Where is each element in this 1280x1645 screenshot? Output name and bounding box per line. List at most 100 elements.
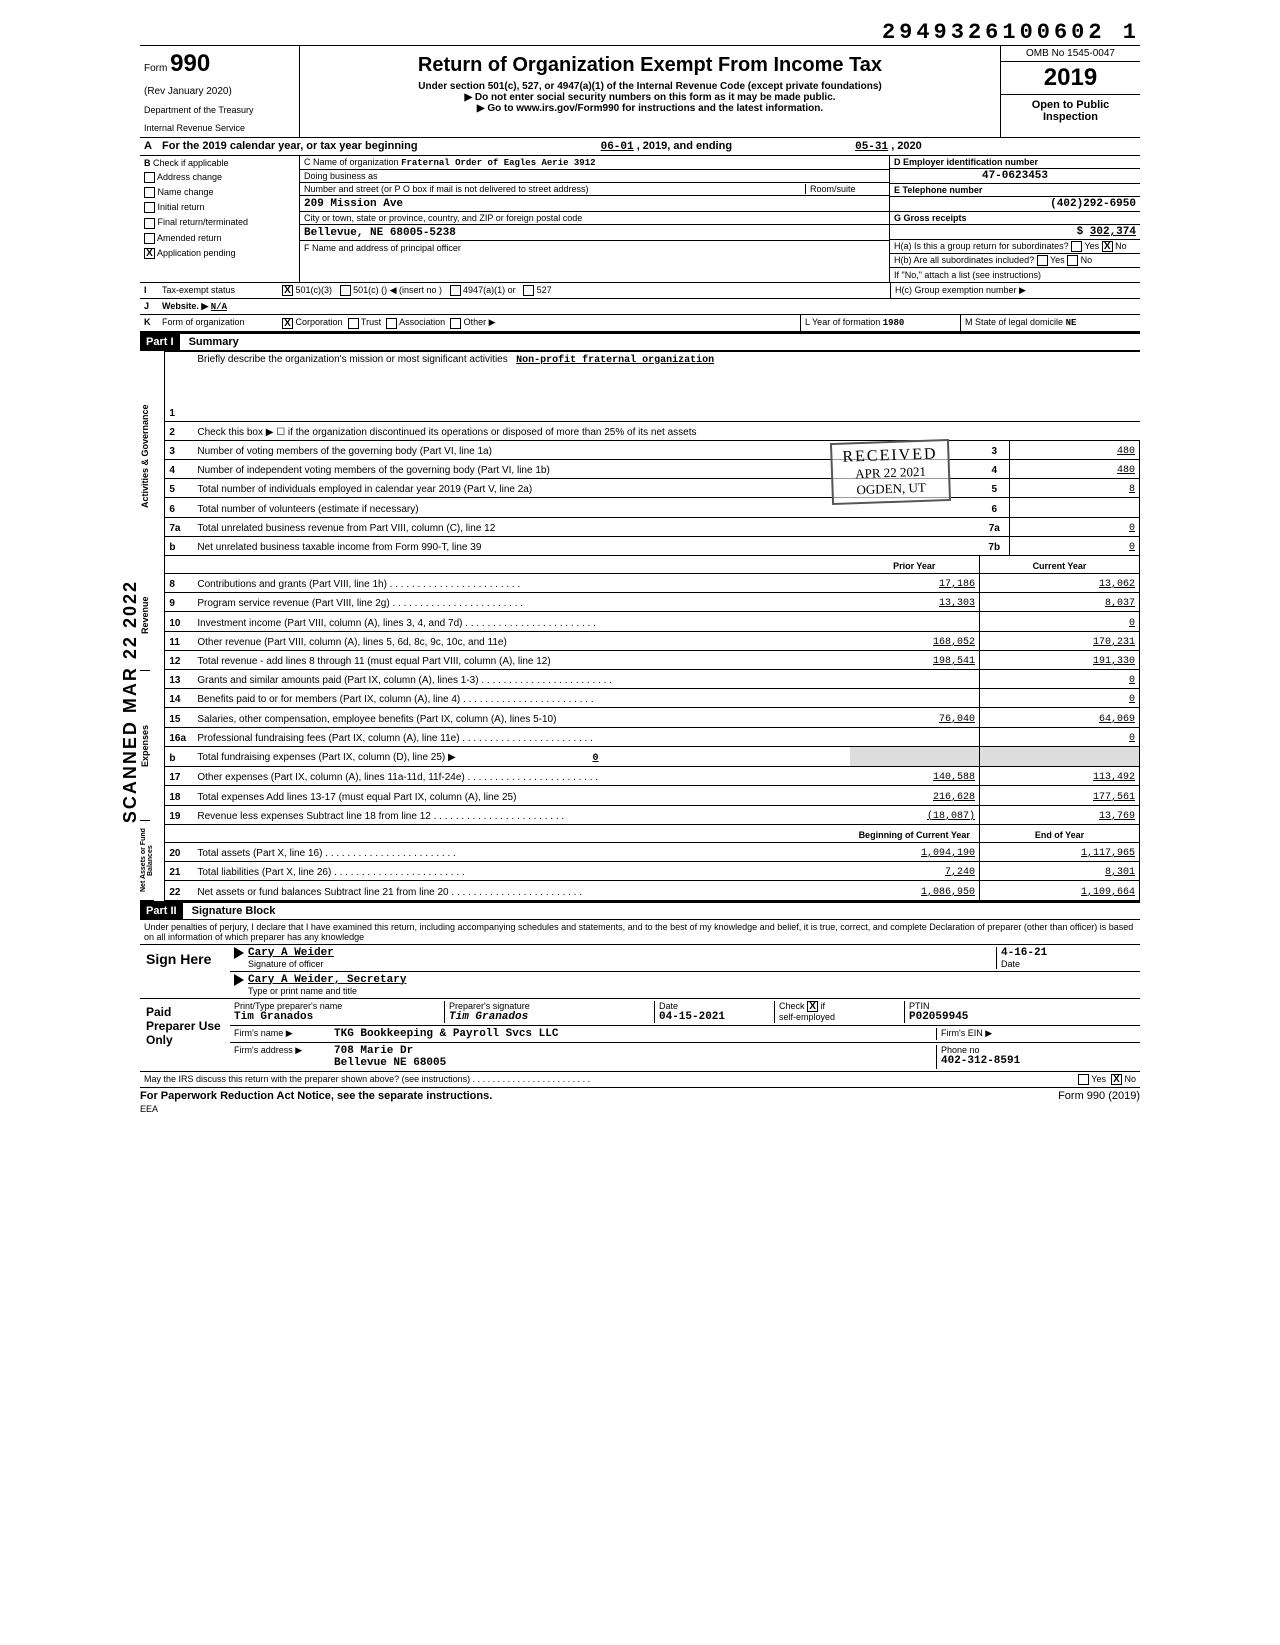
s12-text: Total revenue - add lines 8 through 11 (… — [197, 656, 550, 667]
prep-sig: Tim Granados — [449, 1011, 654, 1023]
b-item-1: Name change — [158, 187, 214, 197]
s19-prior: (18,087) — [850, 805, 980, 824]
s21-prior: 7,240 — [850, 861, 980, 880]
s13-curr: 0 — [980, 669, 1140, 688]
s10-num: 10 — [165, 612, 193, 631]
sign-here-label: Sign Here — [140, 945, 230, 998]
firm-label: Firm's name ▶ — [234, 1028, 334, 1040]
s4-num: 4 — [165, 459, 193, 478]
prep-self: self-employed — [779, 1012, 835, 1022]
b-label: Check if applicable — [153, 158, 229, 168]
k-assoc: Association — [399, 317, 445, 327]
chk-corp[interactable]: X — [282, 318, 293, 329]
chk-hb-yes[interactable] — [1037, 255, 1048, 266]
sign-date-label: Date — [1001, 959, 1136, 969]
s11-text: Other revenue (Part VIII, column (A), li… — [197, 637, 506, 648]
i-insert: ) ◀ (insert no ) — [384, 285, 442, 295]
chk-self-employed[interactable]: X — [807, 1001, 818, 1012]
city-value: Bellevue, NE 68005-5238 — [304, 227, 456, 239]
form-number: 990 — [170, 50, 210, 77]
arrow-icon — [234, 974, 244, 986]
ptin-label: PTIN — [909, 1001, 1136, 1011]
s12-curr: 191,330 — [980, 650, 1140, 669]
sidebar-governance: Activities & Governance — [140, 351, 150, 561]
k-trust: Trust — [361, 317, 381, 327]
chk-501c[interactable] — [340, 285, 351, 296]
chk-address-change[interactable] — [144, 172, 155, 183]
scanned-stamp: SCANNED MAR 22 2022 — [120, 580, 141, 823]
firm-name: TKG Bookkeeping & Payroll Svcs LLC — [334, 1028, 936, 1040]
s8-text: Contributions and grants (Part VIII, lin… — [197, 579, 387, 590]
s8-num: 8 — [165, 573, 193, 592]
chk-discuss-yes[interactable] — [1078, 1074, 1089, 1085]
s14-text: Benefits paid to or for members (Part IX… — [197, 694, 460, 705]
chk-name-change[interactable] — [144, 187, 155, 198]
ha-label: H(a) Is this a group return for subordin… — [894, 241, 1069, 251]
s19-num: 19 — [165, 805, 193, 824]
open-public: Open to Public — [1005, 99, 1136, 111]
chk-assoc[interactable] — [386, 318, 397, 329]
part1-hdr: Part I — [140, 334, 180, 350]
firm-addr2: Bellevue NE 68005 — [334, 1057, 936, 1069]
chk-ha-no[interactable]: X — [1102, 241, 1113, 252]
s18-prior: 216,628 — [850, 786, 980, 805]
dba-label: Doing business as — [300, 170, 889, 183]
c-name-label: C Name of organization — [304, 157, 399, 167]
s11-num: 11 — [165, 631, 193, 650]
h-ifno: If "No," attach a list (see instructions… — [890, 268, 1140, 282]
firm-phone-label: Phone no — [941, 1045, 1136, 1055]
s2-text: Check this box ▶ ☐ if the organization d… — [193, 421, 1139, 440]
part2-hdr: Part II — [140, 903, 183, 919]
g-dollar: $ — [1077, 226, 1084, 238]
ha-no: No — [1115, 241, 1127, 251]
i-opt2: 501(c) ( — [353, 285, 384, 295]
hb-label: H(b) Are all subordinates included? — [894, 255, 1034, 265]
room-label: Room/suite — [805, 184, 885, 194]
eea: EEA — [140, 1104, 1140, 1114]
chk-amended[interactable] — [144, 233, 155, 244]
f-label: F Name and address of principal officer — [300, 241, 889, 273]
s7b-val: 0 — [1010, 536, 1140, 555]
s16b-inline: 0 — [459, 753, 599, 764]
prep-name-label: Print/Type preparer's name — [234, 1001, 444, 1011]
hc-label: H(c) Group exemption number ▶ — [890, 283, 1140, 298]
s12-num: 12 — [165, 650, 193, 669]
chk-initial-return[interactable] — [144, 202, 155, 213]
d-label: D Employer identification number — [894, 157, 1038, 167]
chk-527[interactable] — [523, 285, 534, 296]
s9-text: Program service revenue (Part VIII, line… — [197, 598, 389, 609]
hb-no: No — [1081, 255, 1093, 265]
m-value: NE — [1066, 318, 1077, 328]
dln: 2949326100602 1 — [140, 20, 1140, 45]
chk-final-return[interactable] — [144, 218, 155, 229]
s15-prior: 76,040 — [850, 708, 980, 727]
form-header: Form 990 (Rev January 2020) Department o… — [140, 45, 1140, 138]
s1-value: Non-profit fraternal organization — [516, 355, 714, 366]
s17-prior: 140,588 — [850, 767, 980, 786]
s16a-text: Professional fundraising fees (Part IX, … — [197, 733, 459, 744]
chk-ha-yes[interactable] — [1071, 241, 1082, 252]
s13-num: 13 — [165, 669, 193, 688]
s5-num: 5 — [165, 479, 193, 498]
b-item-3: Final return/terminated — [158, 217, 249, 227]
dept-treasury: Department of the Treasury — [144, 105, 295, 115]
line-a-label: For the 2019 calendar year, or tax year … — [162, 140, 418, 152]
chk-hb-no[interactable] — [1067, 255, 1078, 266]
pra-notice: For Paperwork Reduction Act Notice, see … — [140, 1090, 1058, 1102]
chk-trust[interactable] — [348, 318, 359, 329]
s5-val: 8 — [1010, 479, 1140, 498]
form-rev: (Rev January 2020) — [144, 86, 295, 97]
officer-sig-name: Cary A Weider — [248, 947, 996, 959]
firm-ein-label: Firm's EIN ▶ — [936, 1028, 1136, 1040]
chk-other[interactable] — [450, 318, 461, 329]
s5-text: Total number of individuals employed in … — [197, 484, 532, 495]
chk-501c3[interactable]: X — [282, 285, 293, 296]
chk-app-pending[interactable]: X — [144, 248, 155, 259]
s16a-curr: 0 — [980, 727, 1140, 746]
prep-date: 04-15-2021 — [659, 1011, 774, 1023]
subtitle3: ▶ Go to www.irs.gov/Form990 for instruct… — [304, 103, 996, 114]
b-item-4: Amended return — [157, 233, 222, 243]
chk-4947[interactable] — [450, 285, 461, 296]
s11-curr: 170,231 — [980, 631, 1140, 650]
chk-discuss-no[interactable]: X — [1111, 1074, 1122, 1085]
